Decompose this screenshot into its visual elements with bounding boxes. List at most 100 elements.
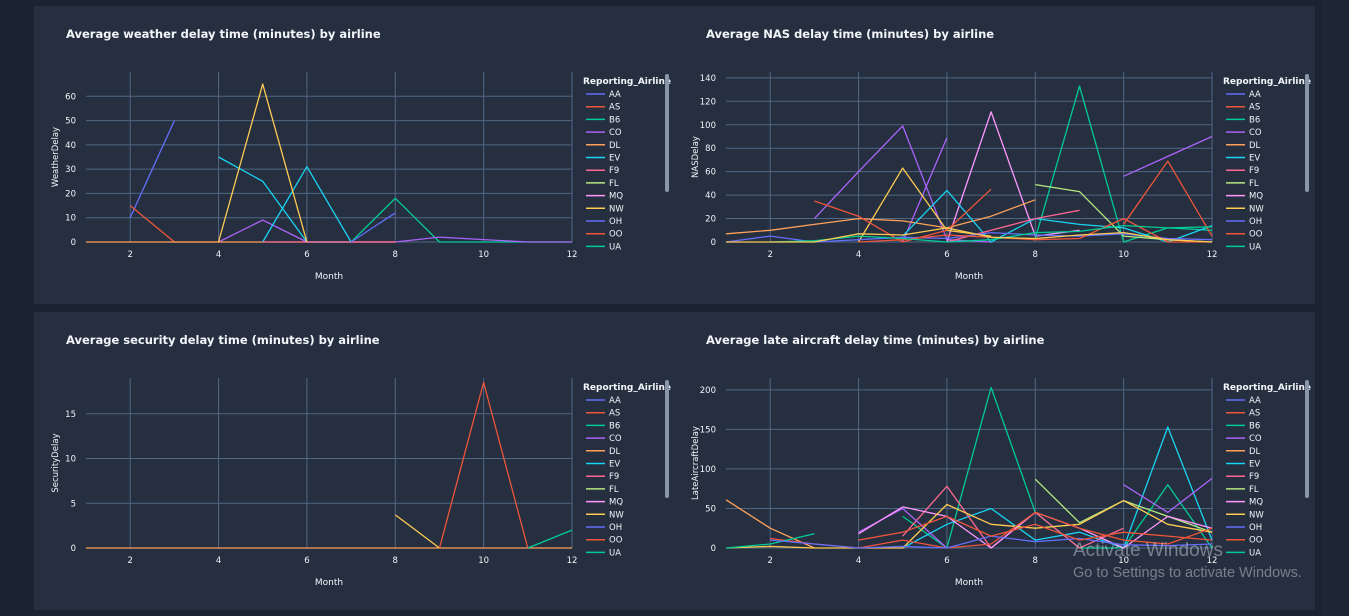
legend-item-oo[interactable]: OO [1226, 230, 1263, 240]
x-tick-label: 6 [304, 250, 309, 260]
legend-item-f9[interactable]: F9 [586, 166, 619, 176]
legend-item-as[interactable]: AS [1226, 103, 1260, 113]
x-tick-label: 2 [127, 250, 132, 260]
legend-item-aa[interactable]: AA [1226, 396, 1261, 406]
y-axis-title: WeatherDelay [51, 127, 61, 187]
x-tick-label: 12 [567, 556, 578, 566]
x-axis-title: Month [315, 578, 343, 588]
legend-label: OH [609, 523, 622, 533]
legend-item-oo[interactable]: OO [1226, 536, 1263, 546]
legend-item-aa[interactable]: AA [586, 396, 621, 406]
legend-item-ua[interactable]: UA [586, 242, 621, 252]
y-tick-label: 60 [65, 92, 76, 102]
legend-item-f9[interactable]: F9 [586, 472, 619, 482]
legend-item-dl[interactable]: DL [1226, 141, 1261, 151]
legend-label: NW [609, 510, 624, 520]
legend-item-as[interactable]: AS [586, 103, 620, 113]
legend-item-mq[interactable]: MQ [586, 498, 623, 508]
legend-item-aa[interactable]: AA [1226, 90, 1261, 100]
legend-label: FL [1249, 485, 1259, 495]
legend-item-ua[interactable]: UA [1226, 242, 1261, 252]
legend-item-oo[interactable]: OO [586, 536, 623, 546]
nas-delay-chart: Average NAS delay time (minutes) by airl… [691, 27, 1311, 282]
legend-item-f9[interactable]: F9 [1226, 166, 1259, 176]
legend-item-f9[interactable]: F9 [1226, 472, 1259, 482]
x-axis-title: Month [955, 578, 983, 588]
legend-item-nw[interactable]: NW [586, 204, 624, 214]
legend-title: Reporting_Airline [583, 383, 671, 393]
series-line-dl [725, 499, 815, 549]
chart-title: Average security delay time (minutes) by… [66, 333, 380, 347]
series-line-mq [946, 111, 1080, 243]
legend-title: Reporting_Airline [1223, 77, 1311, 87]
legend-item-fl[interactable]: FL [586, 485, 619, 495]
legend-item-co[interactable]: CO [1226, 128, 1262, 138]
legend-item-ev[interactable]: EV [1226, 154, 1260, 164]
legend-item-b6[interactable]: B6 [1226, 115, 1260, 125]
legend-item-ev[interactable]: EV [586, 460, 620, 470]
y-tick-label: 50 [705, 504, 716, 514]
y-tick-label: 140 [700, 74, 716, 84]
legend-label: OH [1249, 217, 1262, 227]
legend-label: UA [609, 548, 621, 558]
legend-item-b6[interactable]: B6 [1226, 421, 1260, 431]
legend-item-fl[interactable]: FL [1226, 485, 1259, 495]
x-tick-label: 8 [393, 556, 398, 566]
legend-label: MQ [609, 498, 623, 508]
legend-scrollbar[interactable] [1305, 380, 1309, 498]
x-tick-label: 10 [478, 556, 489, 566]
legend-item-dl[interactable]: DL [1226, 447, 1261, 457]
legend-item-oh[interactable]: OH [1226, 217, 1262, 227]
legend-item-ev[interactable]: EV [1226, 460, 1260, 470]
legend-item-oh[interactable]: OH [586, 217, 622, 227]
legend-label: CO [1249, 128, 1262, 138]
legend-item-aa[interactable]: AA [586, 90, 621, 100]
legend-label: DL [609, 447, 621, 457]
x-tick-label: 6 [944, 556, 949, 566]
legend-item-dl[interactable]: DL [586, 447, 621, 457]
legend-label: FL [1249, 179, 1259, 189]
legend-item-mq[interactable]: MQ [1226, 192, 1263, 202]
series-line-co [902, 137, 948, 243]
legend-item-oh[interactable]: OH [586, 523, 622, 533]
legend-scrollbar[interactable] [665, 380, 669, 498]
legend-item-b6[interactable]: B6 [586, 421, 620, 431]
x-tick-label: 8 [1033, 556, 1038, 566]
legend-item-fl[interactable]: FL [1226, 179, 1259, 189]
legend-scrollbar[interactable] [665, 74, 669, 192]
y-tick-label: 100 [700, 121, 716, 131]
legend-item-nw[interactable]: NW [586, 510, 624, 520]
legend-label: EV [609, 154, 620, 164]
legend-label: EV [1249, 460, 1260, 470]
legend-item-as[interactable]: AS [1226, 409, 1260, 419]
legend-item-co[interactable]: CO [586, 128, 622, 138]
legend-item-b6[interactable]: B6 [586, 115, 620, 125]
x-tick-label: 8 [393, 250, 398, 260]
legend-item-oo[interactable]: OO [586, 230, 623, 240]
y-tick-label: 40 [65, 141, 76, 151]
legend-item-dl[interactable]: DL [586, 141, 621, 151]
legend-item-co[interactable]: CO [1226, 434, 1262, 444]
legend-item-mq[interactable]: MQ [586, 192, 623, 202]
y-tick-label: 0 [71, 238, 76, 248]
legend-item-fl[interactable]: FL [586, 179, 619, 189]
y-tick-label: 40 [705, 191, 716, 201]
legend-item-nw[interactable]: NW [1226, 204, 1264, 214]
x-axis-title: Month [955, 272, 983, 282]
late-aircraft-delay-chart: Average late aircraft delay time (minute… [691, 333, 1311, 588]
series-line-nw [725, 499, 1213, 549]
x-tick-label: 6 [944, 250, 949, 260]
legend-label: MQ [1249, 192, 1263, 202]
legend-item-mq[interactable]: MQ [1226, 498, 1263, 508]
window-scrollbar[interactable] [1322, 0, 1349, 616]
legend-scrollbar[interactable] [1305, 74, 1309, 192]
legend-item-nw[interactable]: NW [1226, 510, 1264, 520]
legend-item-as[interactable]: AS [586, 409, 620, 419]
y-tick-label: 20 [705, 215, 716, 225]
legend-item-ev[interactable]: EV [586, 154, 620, 164]
legend-item-oh[interactable]: OH [1226, 523, 1262, 533]
legend-item-ua[interactable]: UA [586, 548, 621, 558]
legend-item-ua[interactable]: UA [1226, 548, 1261, 558]
legend-item-co[interactable]: CO [586, 434, 622, 444]
y-tick-label: 120 [700, 97, 716, 107]
